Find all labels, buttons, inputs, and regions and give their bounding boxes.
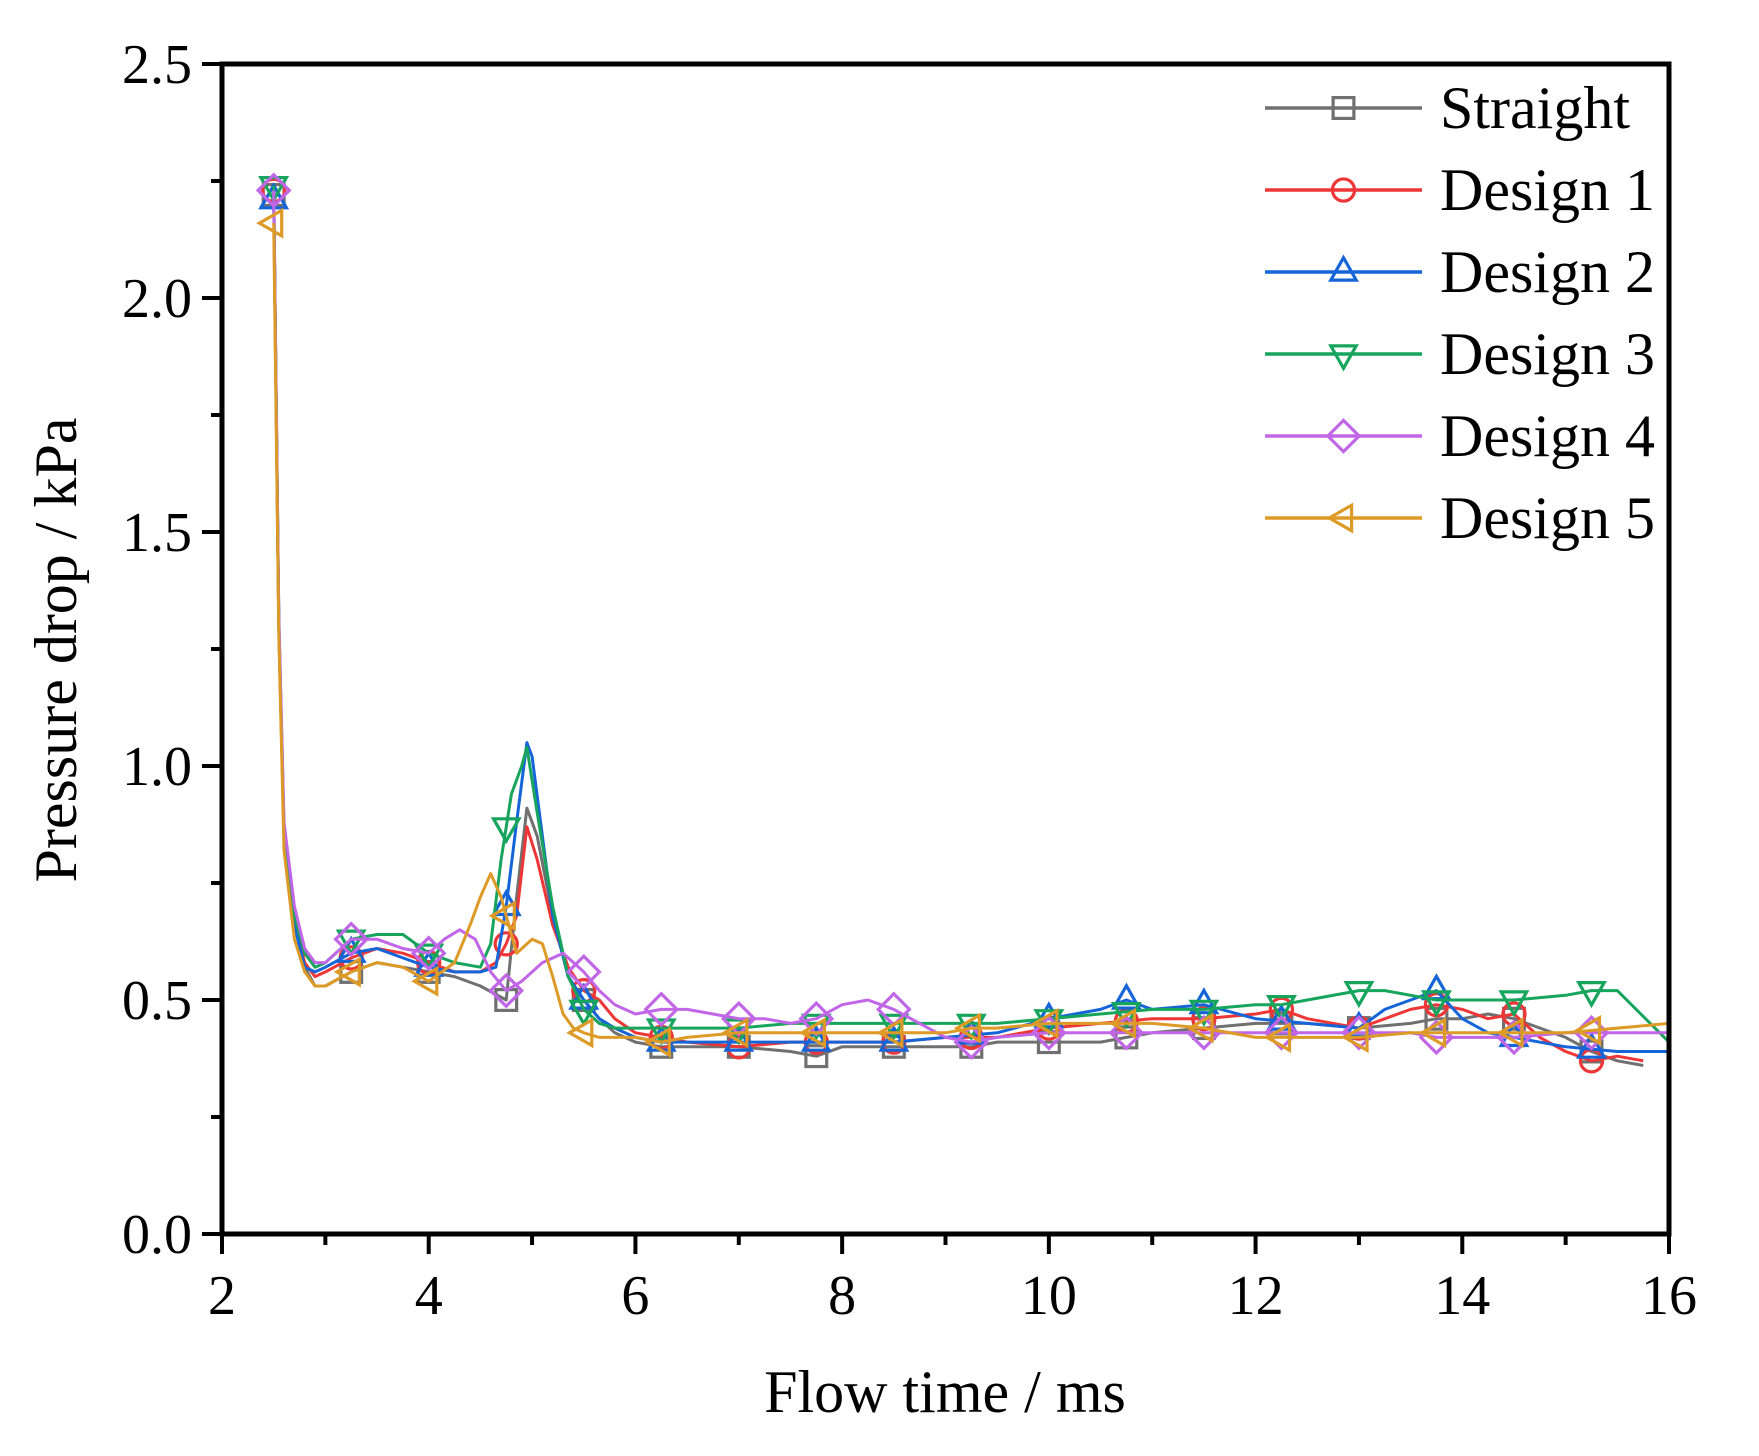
data-point-design-2 xyxy=(1575,1031,1607,1059)
x-tick-label: 2 xyxy=(208,1265,236,1327)
x-tick-label: 14 xyxy=(1434,1265,1490,1327)
data-point-design-1 xyxy=(1191,1006,1217,1032)
series-line-straight xyxy=(272,194,1644,1067)
data-point-design-5 xyxy=(256,207,284,239)
data-point-design-3 xyxy=(258,176,290,204)
data-point-design-3 xyxy=(568,999,600,1027)
series-design-1 xyxy=(261,177,1644,1074)
y-tick-label: 0.0 xyxy=(122,1204,192,1266)
x-tick-label: 6 xyxy=(621,1265,649,1327)
x-tick-label: 16 xyxy=(1641,1265,1697,1327)
y-tick-label: 1.5 xyxy=(122,502,192,564)
data-point-design-4 xyxy=(953,1024,990,1060)
legend-item-straight: Straight xyxy=(1265,75,1630,141)
data-point-straight xyxy=(1424,1006,1449,1031)
y-tick-label: 2.0 xyxy=(122,268,192,330)
data-point-design-3 xyxy=(413,943,445,971)
data-point-design-4 xyxy=(565,954,602,990)
data-point-design-2 xyxy=(1110,982,1142,1010)
legend-item-design-1: Design 1 xyxy=(1265,157,1655,223)
data-point-design-3 xyxy=(335,929,367,957)
data-point-design-5 xyxy=(876,1017,904,1049)
data-point-design-4 xyxy=(488,972,525,1009)
data-point-design-4 xyxy=(255,172,292,209)
legend-label-design-3: Design 3 xyxy=(1440,321,1655,387)
legend-item-design-4: Design 4 xyxy=(1265,403,1655,469)
legend-label-design-1: Design 1 xyxy=(1440,157,1655,223)
series-design-3 xyxy=(258,176,1671,1046)
data-point-design-3 xyxy=(1498,990,1530,1018)
data-point-design-3 xyxy=(1265,994,1297,1023)
data-point-design-3 xyxy=(1110,1001,1142,1030)
legend-item-design-2: Design 2 xyxy=(1265,239,1655,305)
data-point-design-4 xyxy=(333,921,370,958)
axes-layer: 2 4 6 8 10 12 14 16 0.0 0.5 1.0 1.5 2.0 2.5 xyxy=(122,34,1697,1327)
legend-item-design-5: Design 5 xyxy=(1265,485,1655,551)
legend: Straight Design 1 Design 2 Design 3 Design 4… xyxy=(1265,75,1655,551)
y-tick-label: 0.5 xyxy=(122,970,192,1032)
legend-label-design-2: Design 2 xyxy=(1440,239,1655,305)
x-tick-label: 4 xyxy=(415,1265,443,1327)
series-line-design-5 xyxy=(272,223,1670,1044)
data-point-design-5 xyxy=(643,1026,671,1058)
data-point-design-5 xyxy=(1186,1012,1214,1044)
data-point-design-5 xyxy=(1263,1021,1292,1053)
x-tick-label: 8 xyxy=(828,1265,856,1327)
data-point-design-5 xyxy=(1108,1007,1137,1039)
data-point-design-5 xyxy=(1573,1014,1602,1046)
data-point-design-4 xyxy=(1108,1014,1145,1051)
data-point-design-5 xyxy=(721,1017,749,1049)
series-line-design-4 xyxy=(272,190,1669,1044)
data-point-design-5 xyxy=(488,900,516,932)
data-point-design-3 xyxy=(490,817,522,845)
legend-marker-design-3 xyxy=(1328,344,1359,372)
series-line-design-1 xyxy=(272,190,1644,1063)
y-axis-title: Pressure drop / kPa xyxy=(23,418,89,883)
legend-marker-design-4 xyxy=(1325,418,1362,454)
data-point-design-4 xyxy=(1341,1014,1377,1051)
data-point-design-4 xyxy=(410,935,447,972)
data-point-straight xyxy=(804,1044,829,1069)
data-point-design-5 xyxy=(1496,1017,1524,1049)
data-point-design-5 xyxy=(1341,1021,1369,1053)
series-layer xyxy=(255,172,1671,1074)
x-tick-label: 10 xyxy=(1021,1265,1077,1327)
data-point-design-5 xyxy=(953,1012,982,1044)
data-point-design-2 xyxy=(1033,1001,1065,1029)
legend-item-design-3: Design 3 xyxy=(1265,321,1655,387)
data-point-design-4 xyxy=(643,991,680,1028)
legend-marker-straight xyxy=(1331,95,1356,120)
series-design-5 xyxy=(256,207,1670,1058)
data-point-design-3 xyxy=(1575,980,1607,1009)
x-tick-label: 12 xyxy=(1228,1265,1284,1327)
data-point-design-5 xyxy=(566,1017,594,1049)
legend-label-straight: Straight xyxy=(1440,75,1630,141)
data-point-design-5 xyxy=(798,1017,827,1049)
y-tick-label: 1.0 xyxy=(122,736,192,798)
data-point-design-3 xyxy=(955,1013,987,1041)
data-point-design-4 xyxy=(1263,1014,1300,1051)
legend-marker-design-1 xyxy=(1330,177,1357,203)
y-tick-label: 2.5 xyxy=(122,34,192,96)
data-point-design-3 xyxy=(1420,990,1452,1018)
data-point-design-5 xyxy=(411,965,439,997)
data-point-design-3 xyxy=(1343,980,1375,1009)
data-point-design-5 xyxy=(1031,1007,1059,1039)
legend-marker-design-2 xyxy=(1328,254,1359,282)
x-axis-title: Flow time / ms xyxy=(764,1359,1126,1425)
data-point-design-5 xyxy=(333,956,361,988)
data-point-design-4 xyxy=(1031,1014,1067,1051)
data-point-design-3 xyxy=(1188,999,1220,1027)
legend-marker-design-5 xyxy=(1325,502,1354,534)
series-design-2 xyxy=(258,182,1669,1059)
legend-label-design-4: Design 4 xyxy=(1440,403,1655,469)
data-point-design-5 xyxy=(1418,1017,1447,1049)
series-line-design-3 xyxy=(272,185,1671,1044)
data-point-design-1 xyxy=(493,931,519,957)
legend-label-design-5: Design 5 xyxy=(1440,485,1655,551)
series-straight xyxy=(261,183,1644,1069)
